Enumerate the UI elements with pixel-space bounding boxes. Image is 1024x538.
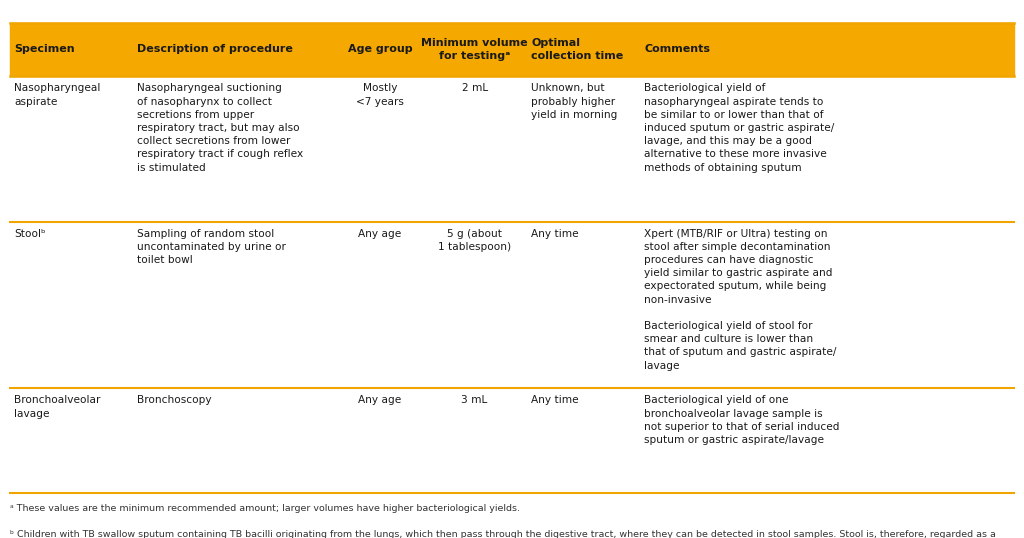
Text: Sampling of random stool
uncontaminated by urine or
toilet bowl: Sampling of random stool uncontaminated … bbox=[137, 229, 286, 265]
Text: Comments: Comments bbox=[644, 45, 710, 54]
Text: Any age: Any age bbox=[358, 229, 401, 239]
Bar bbox=[10, 222, 1014, 388]
Text: Any time: Any time bbox=[531, 395, 580, 406]
Text: 5 g (about
1 tablespoon): 5 g (about 1 tablespoon) bbox=[438, 229, 511, 252]
Text: Nasopharyngeal suctioning
of nasopharynx to collect
secretions from upper
respir: Nasopharyngeal suctioning of nasopharynx… bbox=[137, 83, 303, 173]
Bar bbox=[10, 76, 1014, 222]
Text: Any time: Any time bbox=[531, 229, 580, 239]
Text: 3 mL: 3 mL bbox=[462, 395, 487, 406]
Text: Bronchoscopy: Bronchoscopy bbox=[137, 395, 212, 406]
Bar bbox=[10, 23, 1014, 76]
Bar bbox=[10, 388, 1014, 493]
Text: Description of procedure: Description of procedure bbox=[137, 45, 293, 54]
Text: 2 mL: 2 mL bbox=[462, 83, 487, 94]
Text: Optimal
collection time: Optimal collection time bbox=[531, 38, 624, 61]
Text: ᵃ These values are the minimum recommended amount; larger volumes have higher ba: ᵃ These values are the minimum recommend… bbox=[10, 504, 520, 513]
Text: Stoolᵇ: Stoolᵇ bbox=[14, 229, 46, 239]
Text: Specimen: Specimen bbox=[14, 45, 75, 54]
Text: Mostly
<7 years: Mostly <7 years bbox=[356, 83, 403, 107]
Text: ᵇ Children with TB swallow sputum containing TB bacilli originating from the lun: ᵇ Children with TB swallow sputum contai… bbox=[10, 530, 996, 538]
Text: Age group: Age group bbox=[347, 45, 413, 54]
Text: Any age: Any age bbox=[358, 395, 401, 406]
Text: Xpert (MTB/RIF or Ultra) testing on
stool after simple decontamination
procedure: Xpert (MTB/RIF or Ultra) testing on stoo… bbox=[644, 229, 837, 371]
Text: Bronchoalveolar
lavage: Bronchoalveolar lavage bbox=[14, 395, 100, 419]
Text: Minimum volume
for testingᵃ: Minimum volume for testingᵃ bbox=[421, 38, 528, 61]
Text: Bacteriological yield of
nasopharyngeal aspirate tends to
be similar to or lower: Bacteriological yield of nasopharyngeal … bbox=[644, 83, 835, 173]
Text: Bacteriological yield of one
bronchoalveolar lavage sample is
not superior to th: Bacteriological yield of one bronchoalve… bbox=[644, 395, 840, 445]
Text: Unknown, but
probably higher
yield in morning: Unknown, but probably higher yield in mo… bbox=[531, 83, 617, 120]
Text: Nasopharyngeal
aspirate: Nasopharyngeal aspirate bbox=[14, 83, 100, 107]
